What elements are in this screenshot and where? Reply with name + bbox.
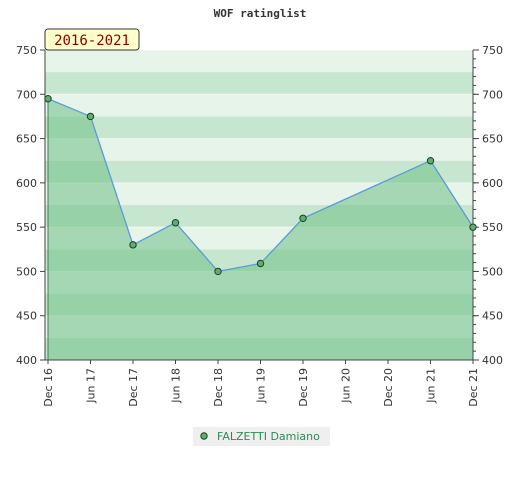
background-band — [45, 50, 473, 73]
legend-series-label: FALZETTI Damiano — [217, 430, 320, 443]
background-band — [45, 138, 473, 161]
data-point — [44, 95, 52, 103]
y-tick-label-right: 500 — [482, 265, 503, 278]
data-point — [214, 267, 222, 276]
x-tick-label: Dec 19 — [297, 368, 310, 407]
x-tick-label: Jun 21 — [425, 368, 438, 404]
y-tick-label-left: 500 — [16, 265, 37, 278]
legend: FALZETTI Damiano — [193, 427, 330, 446]
data-markers — [44, 95, 477, 276]
period-badge: 2016-2021 — [44, 28, 140, 51]
legend-background — [193, 427, 330, 446]
data-point — [426, 157, 435, 165]
x-tick-label: Dec 20 — [382, 368, 395, 407]
x-tick-label: Jun 17 — [85, 368, 98, 404]
y-tick-label-left: 600 — [16, 177, 37, 190]
x-tick-label: Jun 20 — [340, 368, 353, 404]
data-point — [86, 112, 95, 121]
y-tick-label-left: 750 — [16, 44, 37, 57]
data-point — [129, 241, 137, 249]
data-point — [256, 259, 265, 268]
y-tick-label-right: 450 — [482, 310, 503, 323]
x-tick-label: Dec 17 — [127, 368, 140, 407]
data-point — [171, 219, 180, 227]
y-tick-label-left: 400 — [16, 354, 37, 367]
y-tick-label-left: 650 — [16, 133, 37, 146]
legend-marker-icon — [200, 432, 208, 440]
background-band — [45, 160, 473, 183]
x-tick-label: Dec 16 — [42, 368, 55, 407]
data-point — [299, 214, 307, 222]
chart-title: WOF ratinglist — [214, 7, 307, 20]
x-tick-label: Dec 21 — [467, 368, 480, 407]
axes: 400 400 450 450 500 500 550 550 600 600 650 650 700 7… — [16, 44, 503, 407]
x-tick-label: Jun 19 — [255, 368, 268, 404]
y-tick-label-left: 450 — [16, 310, 37, 323]
x-tick-label: Dec 18 — [212, 368, 225, 407]
period-badge-label: 2016-2021 — [54, 33, 130, 49]
y-tick-label-left: 550 — [16, 221, 37, 234]
background-band — [45, 94, 473, 117]
background-band — [45, 72, 473, 95]
y-tick-label-right: 700 — [482, 88, 503, 101]
background-band — [45, 116, 473, 139]
y-tick-label-right: 400 — [482, 354, 503, 367]
data-point — [469, 223, 477, 231]
y-tick-label-right: 600 — [482, 177, 503, 190]
y-tick-label-right: 550 — [482, 221, 503, 234]
y-tick-label-right: 750 — [482, 44, 503, 57]
y-tick-label-left: 700 — [16, 88, 37, 101]
series-area — [48, 98, 473, 360]
period-badge-box — [44, 28, 140, 51]
y-tick-label-right: 650 — [482, 133, 503, 146]
x-tick-label: Jun 18 — [170, 368, 183, 404]
